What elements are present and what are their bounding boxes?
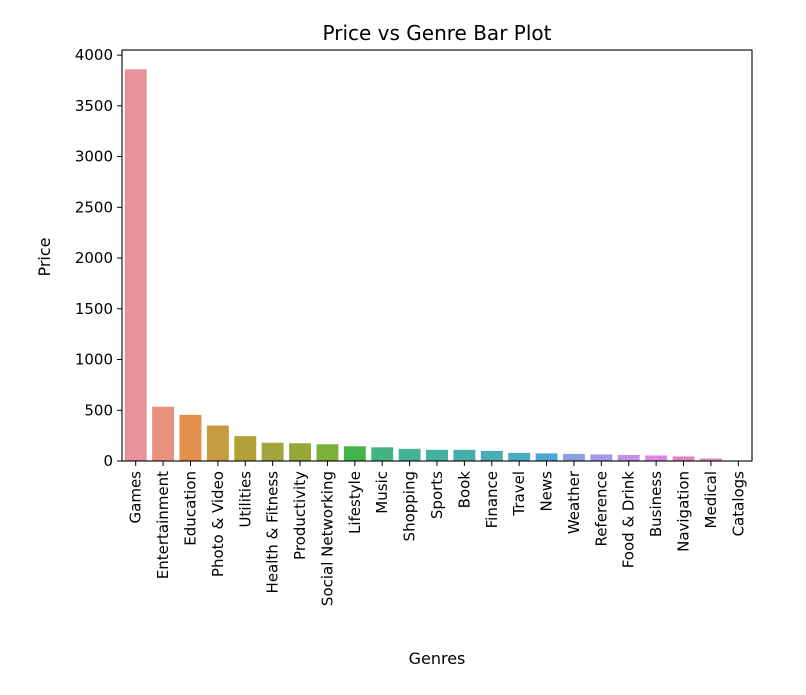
x-tick-label: Book (455, 471, 473, 509)
bar-health-fitness (261, 442, 284, 461)
bar-education (179, 414, 202, 461)
y-tick-label: 2000 (75, 249, 113, 267)
x-tick-label: Lifestyle (346, 471, 364, 534)
bar-travel (508, 452, 531, 461)
plot-frame (121, 49, 753, 462)
x-tick-label: Games (127, 471, 145, 524)
y-tick-label: 1500 (75, 300, 113, 318)
x-tick-label: Business (647, 471, 665, 537)
bar-productivity (289, 443, 311, 461)
y-axis-ticks: 0 500 1000 1500 2000 2500 3000 3500 4000 (75, 46, 122, 470)
x-tick-label: Food & Drink (620, 471, 638, 569)
bar-food-drink (617, 454, 640, 461)
x-tick-label: Catalogs (729, 471, 747, 537)
y-tick-label: 500 (84, 401, 113, 419)
x-tick-label: Health & Fitness (264, 471, 282, 594)
bar-weather (563, 453, 585, 461)
bar-games (124, 69, 147, 461)
x-tick-label: Navigation (675, 471, 693, 552)
y-tick-label: 3500 (75, 97, 113, 115)
x-tick-label: Social Networking (318, 471, 336, 606)
bar-social-networking (316, 444, 339, 461)
x-tick-label: Weather (565, 470, 583, 534)
bar-medical (699, 458, 722, 461)
bar-business (645, 455, 668, 461)
bar-entertainment (152, 406, 175, 461)
bar-navigation (672, 456, 695, 461)
bar-photo-video (206, 425, 229, 461)
y-tick-label: 3000 (75, 148, 113, 166)
x-tick-label: Reference (592, 471, 610, 547)
bar-reference (590, 454, 613, 461)
x-tick-label: Medical (702, 471, 720, 528)
x-tick-label: Photo & Video (209, 471, 227, 577)
bar-utilities (234, 436, 257, 461)
x-tick-label: Travel (510, 471, 528, 517)
bar-sports (426, 449, 448, 461)
x-tick-label: News (538, 471, 556, 512)
plot-area (124, 69, 750, 461)
x-axis-label: Genres (409, 649, 466, 668)
y-tick-label: 0 (103, 452, 113, 470)
chart-title: Price vs Genre Bar Plot (323, 21, 552, 45)
x-tick-label: Education (181, 471, 199, 546)
bar-book (453, 449, 476, 461)
x-tick-label: Finance (483, 471, 501, 528)
bar-shopping (398, 448, 421, 461)
x-tick-label: Music (373, 471, 391, 514)
bar-finance (480, 450, 503, 461)
y-tick-label: 2500 (75, 198, 113, 216)
bar-lifestyle (343, 446, 366, 461)
y-tick-label: 4000 (75, 46, 113, 64)
x-tick-label: Shopping (401, 471, 419, 541)
y-tick-label: 1000 (75, 351, 113, 369)
x-tick-label: Entertainment (154, 471, 172, 579)
y-axis-label: Price (35, 237, 54, 276)
x-tick-label: Productivity (291, 471, 309, 560)
x-tick-label: Utilities (236, 471, 254, 528)
x-tick-label: Sports (428, 471, 446, 519)
bar-music (371, 447, 394, 461)
x-axis-ticks: Games Entertainment Education Photo & Video… (127, 461, 747, 606)
bar-news (535, 453, 558, 461)
